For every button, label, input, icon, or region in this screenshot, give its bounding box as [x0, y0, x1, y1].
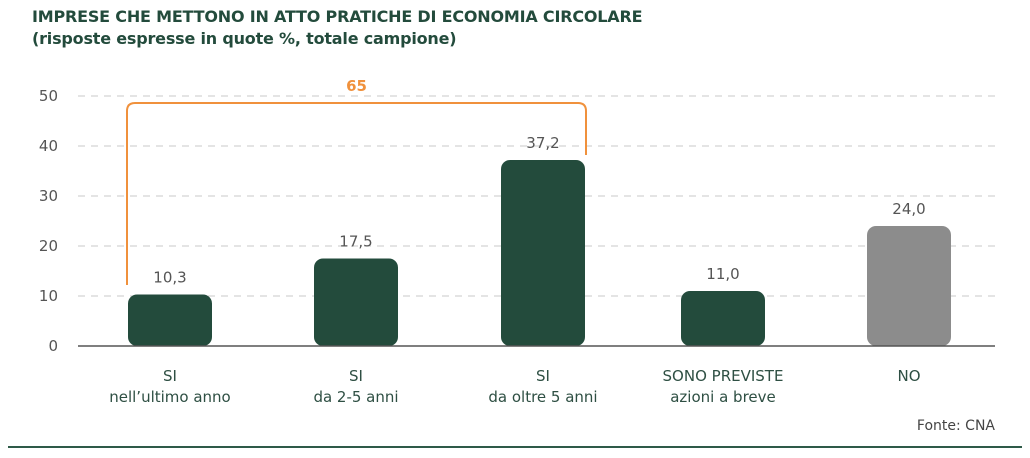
y-tick-label: 10 [39, 287, 58, 305]
category-label: azioni a breve [670, 388, 776, 406]
data-label: 37,2 [526, 134, 559, 152]
category-label: SI [349, 367, 363, 385]
y-tick-label: 50 [39, 87, 58, 105]
source-note: Fonte: CNA [917, 418, 996, 434]
bracket [126, 102, 587, 285]
category-label: NO [897, 367, 920, 385]
category-label: SI [536, 367, 550, 385]
bar [314, 258, 398, 346]
y-tick-label: 0 [48, 337, 58, 355]
bracket-label: 65 [346, 77, 367, 95]
data-label: 17,5 [339, 233, 372, 251]
y-tick-label: 20 [39, 237, 58, 255]
data-label: 24,0 [892, 200, 925, 218]
data-label: 11,0 [706, 265, 739, 283]
bar [867, 226, 951, 346]
subtitle: (risposte espresse in quote %, totale ca… [32, 29, 457, 48]
bar [128, 294, 212, 346]
bar [681, 291, 765, 346]
data-label: 10,3 [153, 269, 186, 287]
title: IMPRESE CHE METTONO IN ATTO PRATICHE DI … [32, 7, 643, 26]
category-label: da oltre 5 anni [488, 388, 597, 406]
chart-title: IMPRESE CHE METTONO IN ATTO PRATICHE DI … [32, 6, 643, 50]
category-label: nell’ultimo anno [109, 388, 231, 406]
y-tick-label: 40 [39, 137, 58, 155]
category-label: da 2-5 anni [313, 388, 398, 406]
category-label: SI [163, 367, 177, 385]
y-tick-label: 30 [39, 187, 58, 205]
category-label: SONO PREVISTE [663, 367, 784, 385]
bar [501, 160, 585, 346]
